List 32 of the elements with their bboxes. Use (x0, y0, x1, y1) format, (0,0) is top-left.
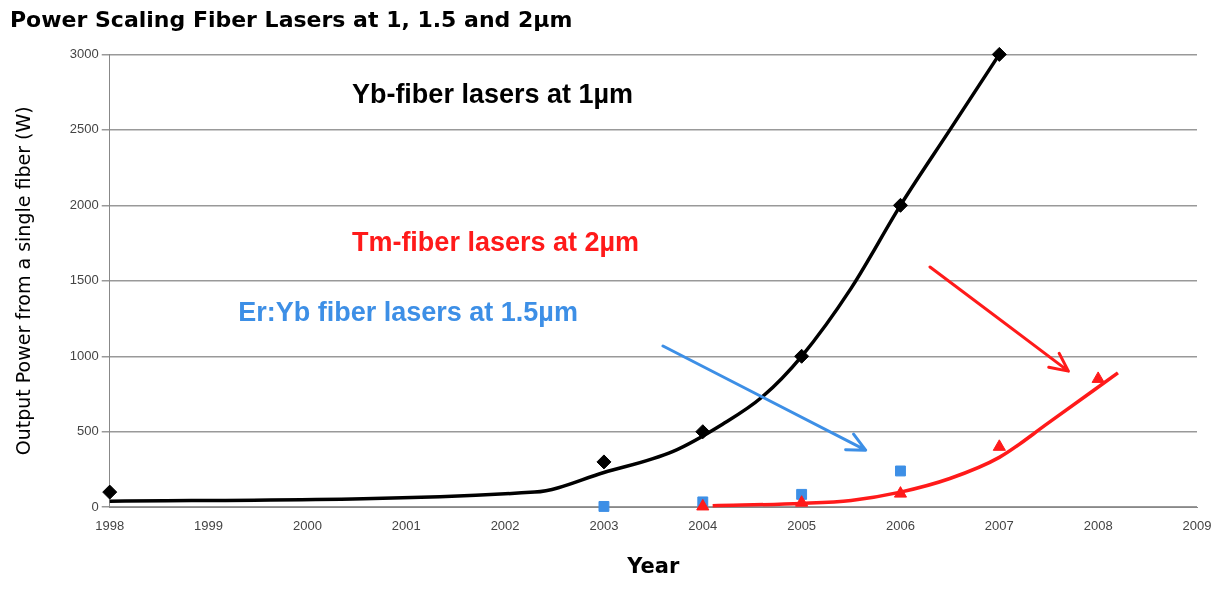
x-tick-label: 2006 (886, 517, 915, 533)
point (598, 501, 610, 512)
y-tick-label: 3000 (69, 45, 99, 61)
chart-title: Power Scaling Fiber Lasers at 1, 1.5 and 2µm (10, 6, 573, 32)
x-tick-label: 1998 (95, 517, 125, 533)
x-tick-label: 2000 (292, 517, 322, 533)
y-tick-label: 1500 (69, 272, 99, 288)
y-tick-label: 0 (91, 498, 99, 514)
y-axis-title: Output Power from a single fiber (W) (12, 106, 35, 456)
text: Er:Yb fiber lasers at 1.5µm (238, 297, 578, 328)
point (992, 439, 1006, 451)
x-tick-label: 2003 (589, 517, 619, 533)
y-tick-label: 2000 (69, 196, 99, 212)
y-tick-label: 500 (77, 423, 99, 439)
x-tick-label: 2004 (688, 517, 718, 533)
x-tick-label: 2009 (1182, 517, 1212, 533)
point (102, 484, 118, 500)
line-series (710, 371, 1120, 508)
point (1091, 371, 1105, 383)
x-tick-label: 2007 (984, 517, 1014, 533)
x-tick-label: 2005 (787, 517, 817, 533)
point (596, 454, 612, 470)
x-tick-label: 2002 (490, 517, 520, 533)
y-tick-label: 1000 (69, 347, 99, 363)
x-tick-label: 2008 (1083, 517, 1113, 533)
text: Yb-fiber lasers at 1µm (351, 78, 634, 109)
point (895, 465, 906, 477)
x-tick-label: 2001 (391, 517, 421, 533)
text: Tm-fiber lasers at 2µm (351, 226, 640, 257)
y-tick-label: 2500 (69, 121, 99, 137)
x-axis-title: Year (626, 553, 681, 578)
x-tick-label: 1999 (194, 517, 224, 533)
